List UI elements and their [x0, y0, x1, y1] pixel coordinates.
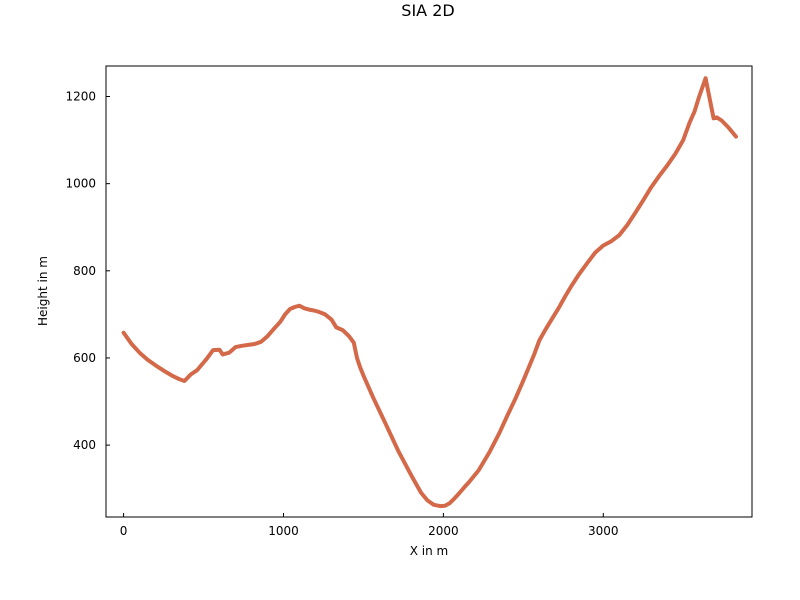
series-layer [121, 76, 738, 509]
plot-frame [105, 65, 753, 518]
y-tick-label: 600 [73, 351, 96, 365]
series-line-0 [121, 76, 738, 509]
x-tick-label: 2000 [428, 524, 459, 538]
y-axis-label: Height in m [36, 256, 50, 326]
x-tick-label: 3000 [588, 524, 619, 538]
x-tick-label: 1000 [268, 524, 299, 538]
y-tick-label: 1000 [65, 177, 96, 191]
y-tick-label: 1200 [65, 90, 96, 104]
y-tick-label: 400 [73, 438, 96, 452]
x-tick-label: 0 [120, 524, 128, 538]
y-axis-ticks: 400 600 800 1000 1200 [65, 90, 110, 452]
chart-title: SIA 2D [401, 1, 454, 20]
x-axis-label: X in m [410, 544, 448, 558]
y-tick-label: 800 [73, 264, 96, 278]
x-axis-ticks: 0 1000 2000 3000 [120, 513, 619, 538]
